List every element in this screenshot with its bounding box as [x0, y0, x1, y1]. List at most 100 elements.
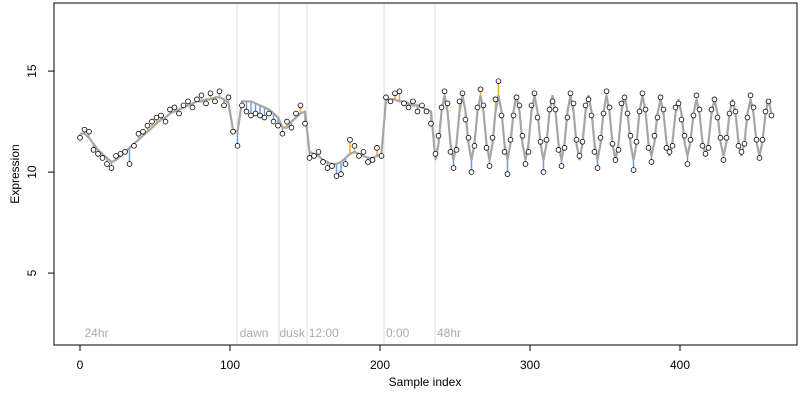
- point: [221, 102, 227, 109]
- point: [392, 90, 398, 97]
- point: [131, 143, 137, 149]
- point: [194, 96, 200, 103]
- point: [669, 143, 676, 149]
- point: [708, 106, 715, 113]
- point: [453, 147, 460, 153]
- point: [591, 149, 598, 155]
- point: [699, 143, 706, 149]
- point: [252, 110, 259, 117]
- point: [207, 90, 214, 97]
- point: [468, 169, 475, 175]
- point: [552, 106, 559, 113]
- point: [435, 132, 442, 139]
- point: [549, 98, 556, 105]
- y-tick-label: 5: [25, 269, 39, 276]
- point: [489, 134, 496, 141]
- point: [419, 102, 425, 109]
- point: [504, 171, 511, 177]
- point: [239, 102, 245, 109]
- point: [438, 104, 445, 111]
- point: [603, 88, 610, 95]
- annotation: dusk: [279, 326, 305, 340]
- point: [528, 102, 535, 109]
- point: [519, 132, 526, 139]
- point: [564, 114, 571, 121]
- point: [212, 98, 218, 105]
- point: [717, 134, 724, 141]
- point: [171, 104, 178, 111]
- point: [234, 143, 241, 149]
- point: [666, 149, 673, 155]
- point: [660, 106, 667, 113]
- point: [444, 100, 451, 107]
- point: [347, 136, 353, 143]
- point: [597, 134, 604, 141]
- point: [654, 114, 661, 121]
- point: [99, 155, 106, 161]
- point: [738, 149, 745, 155]
- point: [176, 110, 182, 117]
- point: [333, 173, 340, 179]
- point: [630, 167, 637, 173]
- point: [338, 171, 344, 177]
- point: [153, 114, 160, 121]
- x-tick-label: 200: [370, 358, 390, 372]
- point: [248, 112, 254, 119]
- point: [498, 112, 505, 119]
- point: [636, 108, 643, 115]
- point: [492, 96, 499, 103]
- point: [459, 90, 466, 97]
- annotation: dawn: [240, 326, 269, 340]
- point: [462, 116, 469, 123]
- point: [756, 155, 763, 161]
- x-tick-label: 100: [220, 358, 240, 372]
- point: [410, 98, 416, 105]
- point: [342, 161, 349, 167]
- point: [474, 104, 481, 111]
- point: [117, 151, 124, 157]
- point: [723, 134, 730, 141]
- point: [374, 145, 380, 151]
- point: [675, 100, 682, 107]
- point: [477, 86, 484, 93]
- point: [762, 108, 769, 115]
- point: [198, 92, 205, 99]
- point: [162, 118, 169, 125]
- point: [729, 100, 736, 107]
- point: [741, 140, 748, 147]
- point: [495, 78, 502, 84]
- point: [315, 149, 322, 155]
- point: [516, 102, 523, 109]
- point: [387, 98, 394, 105]
- point: [681, 132, 688, 139]
- point: [609, 140, 616, 147]
- point: [456, 98, 463, 105]
- y-tick-label: 15: [25, 64, 39, 78]
- point: [257, 112, 263, 119]
- point: [423, 108, 430, 115]
- point: [513, 94, 520, 101]
- point: [645, 145, 652, 151]
- point: [618, 100, 625, 107]
- point: [483, 145, 490, 151]
- point: [759, 136, 766, 143]
- point: [627, 132, 634, 139]
- point: [750, 104, 757, 111]
- point: [690, 112, 697, 119]
- point: [501, 149, 508, 155]
- point: [95, 151, 101, 157]
- y-axis-title: Expression: [8, 144, 22, 203]
- point: [546, 106, 553, 113]
- point: [480, 102, 487, 109]
- point: [450, 165, 457, 171]
- point: [531, 90, 538, 97]
- point: [471, 143, 478, 149]
- point: [585, 96, 592, 103]
- point: [558, 163, 565, 169]
- point: [672, 104, 679, 111]
- point: [428, 120, 434, 127]
- point: [600, 110, 607, 117]
- point: [230, 128, 236, 135]
- point: [158, 112, 164, 119]
